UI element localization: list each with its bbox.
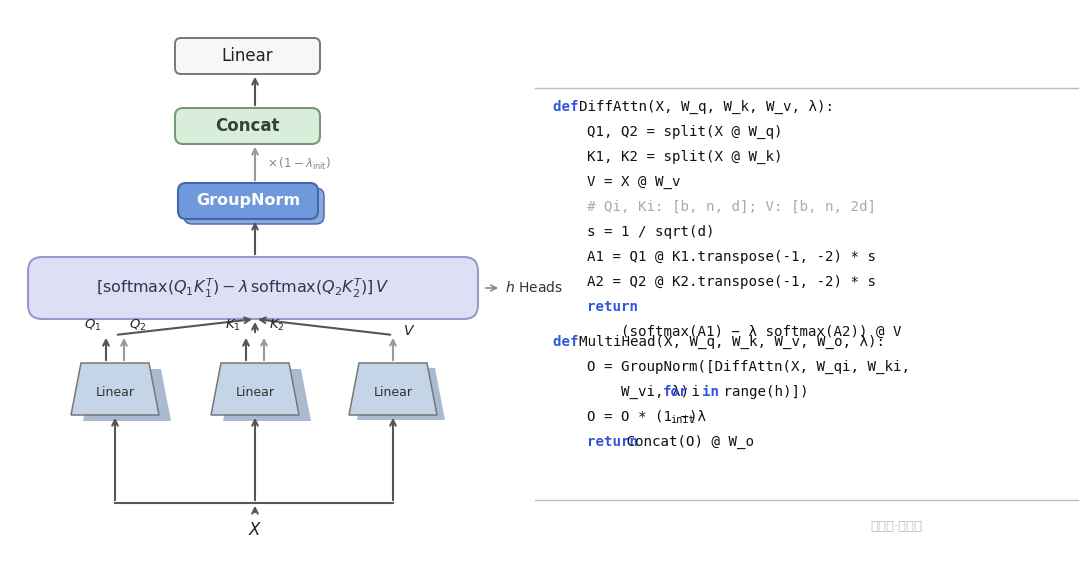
Text: $h$ Heads: $h$ Heads xyxy=(505,280,563,296)
Polygon shape xyxy=(357,368,445,420)
Text: $Q_2$: $Q_2$ xyxy=(129,318,146,333)
Text: for: for xyxy=(663,385,689,399)
Text: GroupNorm: GroupNorm xyxy=(195,193,300,209)
Polygon shape xyxy=(349,363,437,415)
FancyBboxPatch shape xyxy=(178,183,318,219)
Text: A2 = Q2 @ K2.transpose(-1, -2) * s: A2 = Q2 @ K2.transpose(-1, -2) * s xyxy=(553,275,876,289)
Text: W_vi, λ): W_vi, λ) xyxy=(553,385,698,399)
Text: in: in xyxy=(702,385,719,399)
Text: DiffAttn(X, W_q, W_k, W_v, λ):: DiffAttn(X, W_q, W_k, W_v, λ): xyxy=(579,100,834,114)
Text: Linear: Linear xyxy=(235,386,274,398)
Text: 公众号·量子位: 公众号·量子位 xyxy=(870,520,922,533)
Text: V = X @ W_v: V = X @ W_v xyxy=(553,175,680,189)
Text: s = 1 / sqrt(d): s = 1 / sqrt(d) xyxy=(553,225,715,239)
Text: $Q_1$: $Q_1$ xyxy=(83,318,102,333)
Text: MultiHead(X, W_q, W_k, W_v, W_o, λ):: MultiHead(X, W_q, W_k, W_v, W_o, λ): xyxy=(579,335,885,349)
Text: O = O * (1 − λ: O = O * (1 − λ xyxy=(553,410,706,424)
Text: $V$: $V$ xyxy=(403,324,416,338)
Text: init: init xyxy=(670,415,694,425)
Text: return: return xyxy=(553,300,638,314)
FancyBboxPatch shape xyxy=(175,108,320,144)
Text: $\times\,(1-\lambda_{\mathrm{init}})$: $\times\,(1-\lambda_{\mathrm{init}})$ xyxy=(267,156,332,171)
Polygon shape xyxy=(211,363,299,415)
Text: Linear: Linear xyxy=(95,386,135,398)
Text: Linear: Linear xyxy=(221,47,273,65)
Text: i: i xyxy=(683,385,708,399)
Text: A1 = Q1 @ K1.transpose(-1, -2) * s: A1 = Q1 @ K1.transpose(-1, -2) * s xyxy=(553,250,876,264)
Text: $K_1$: $K_1$ xyxy=(226,318,241,333)
Text: $[\mathrm{softmax}(Q_1K_1^T)-\lambda\,\mathrm{softmax}(Q_2K_2^T)]\,V$: $[\mathrm{softmax}(Q_1K_1^T)-\lambda\,\m… xyxy=(96,277,390,300)
FancyBboxPatch shape xyxy=(184,188,324,224)
FancyBboxPatch shape xyxy=(28,257,478,319)
Text: K1, K2 = split(X @ W_k): K1, K2 = split(X @ W_k) xyxy=(553,150,783,164)
Text: range(h)]): range(h)]) xyxy=(715,385,809,399)
Text: $X$: $X$ xyxy=(247,521,262,539)
Polygon shape xyxy=(222,369,311,421)
Polygon shape xyxy=(83,369,171,421)
Text: ): ) xyxy=(688,410,697,424)
Text: def: def xyxy=(553,335,588,349)
Text: Concat: Concat xyxy=(215,117,280,135)
Text: return: return xyxy=(553,435,638,449)
Text: Concat(O) @ W_o: Concat(O) @ W_o xyxy=(618,435,754,449)
Text: Q1, Q2 = split(X @ W_q): Q1, Q2 = split(X @ W_q) xyxy=(553,125,783,139)
Text: # Qi, Ki: [b, n, d]; V: [b, n, 2d]: # Qi, Ki: [b, n, d]; V: [b, n, 2d] xyxy=(553,200,876,214)
Text: (softmax(A1) − λ softmax(A2)) @ V: (softmax(A1) − λ softmax(A2)) @ V xyxy=(553,325,902,339)
Polygon shape xyxy=(71,363,159,415)
Text: def: def xyxy=(553,100,588,114)
FancyBboxPatch shape xyxy=(175,38,320,74)
Text: Linear: Linear xyxy=(374,386,413,398)
Text: $K_2$: $K_2$ xyxy=(269,318,285,333)
Text: O = GroupNorm([DiffAttn(X, W_qi, W_ki,: O = GroupNorm([DiffAttn(X, W_qi, W_ki, xyxy=(553,360,910,374)
